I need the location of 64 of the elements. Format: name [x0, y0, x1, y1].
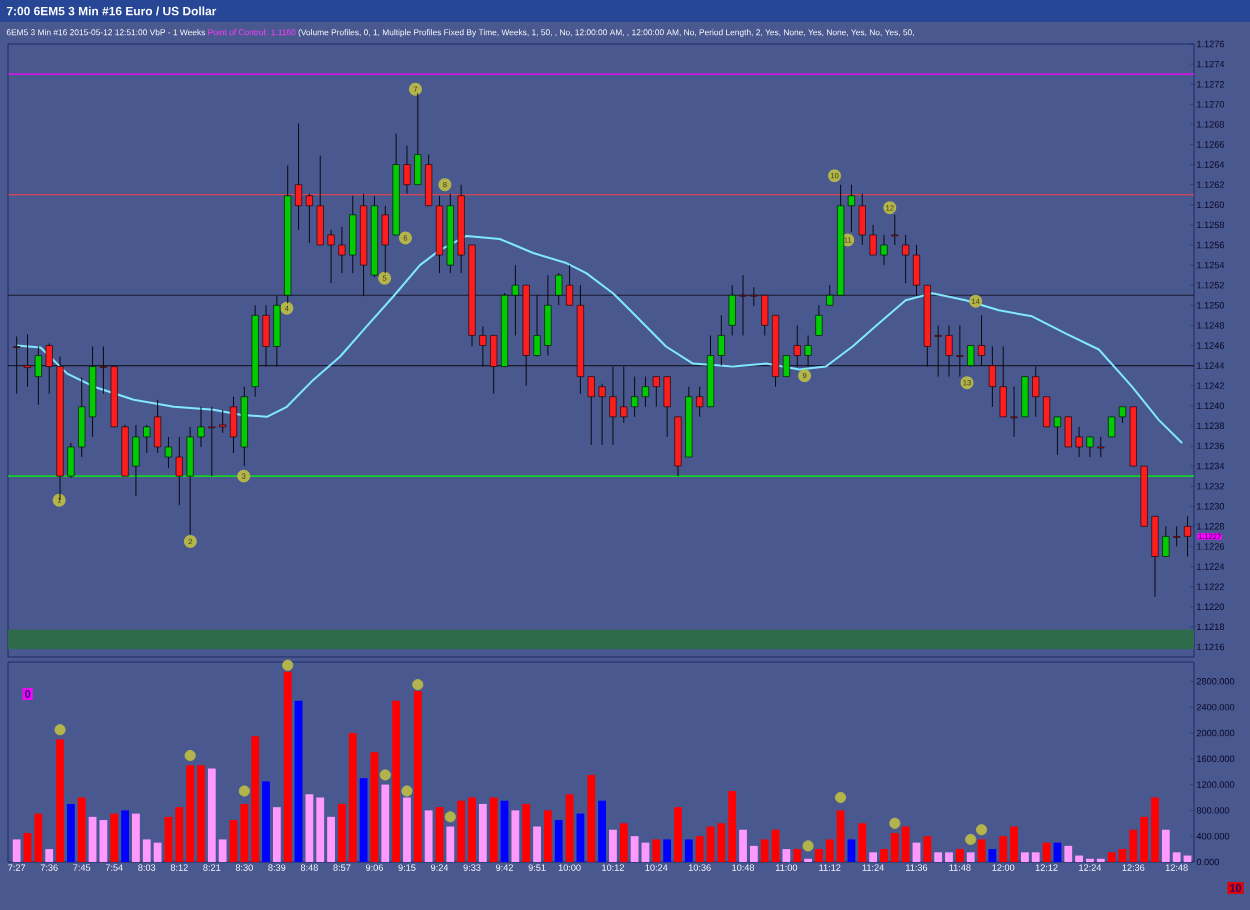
bar [435, 807, 444, 862]
point [802, 840, 814, 852]
bar [609, 829, 617, 862]
bar [652, 839, 661, 862]
candlestick [891, 214, 899, 246]
bar [663, 839, 672, 862]
bar [99, 820, 108, 862]
bar [262, 781, 270, 862]
bar [674, 807, 682, 862]
bar [413, 691, 422, 862]
bar [424, 810, 433, 862]
bar [923, 836, 932, 862]
bar [587, 774, 596, 862]
bar [988, 849, 997, 862]
bar [392, 700, 401, 862]
point [401, 785, 413, 797]
bar [77, 797, 86, 862]
bar [56, 739, 64, 862]
point [444, 811, 456, 823]
bar [565, 794, 574, 862]
point [379, 769, 391, 781]
point [965, 833, 977, 845]
point [282, 659, 294, 671]
bar [966, 852, 975, 862]
line-series [15, 234, 1184, 444]
point [975, 824, 988, 836]
point [889, 817, 901, 829]
bar [45, 849, 54, 862]
bar [782, 849, 791, 862]
bar [522, 803, 531, 862]
bar [478, 803, 487, 862]
bar [977, 839, 986, 862]
bar [294, 700, 303, 862]
bar [283, 671, 292, 862]
bar [489, 797, 498, 862]
bar [446, 826, 455, 862]
bar [370, 752, 379, 862]
bar [511, 810, 520, 862]
candlestick [815, 304, 823, 336]
bar [619, 823, 628, 862]
point [184, 749, 196, 762]
bar [955, 849, 964, 862]
bar [869, 852, 878, 862]
bar [533, 826, 541, 862]
bar [543, 810, 552, 862]
bar [598, 800, 606, 862]
bar [12, 839, 21, 862]
bar [847, 839, 856, 862]
point [835, 791, 847, 804]
bar [359, 778, 368, 862]
bar [403, 797, 411, 862]
point [54, 724, 66, 736]
bar [858, 823, 867, 862]
bar [110, 813, 119, 862]
bar [684, 839, 693, 862]
bar [66, 803, 75, 862]
point [412, 679, 424, 691]
point [238, 785, 250, 797]
bar [554, 820, 563, 862]
candlestick [13, 335, 21, 395]
bar [272, 807, 281, 862]
bar [381, 784, 390, 862]
bar [793, 849, 802, 862]
bar [121, 810, 129, 862]
